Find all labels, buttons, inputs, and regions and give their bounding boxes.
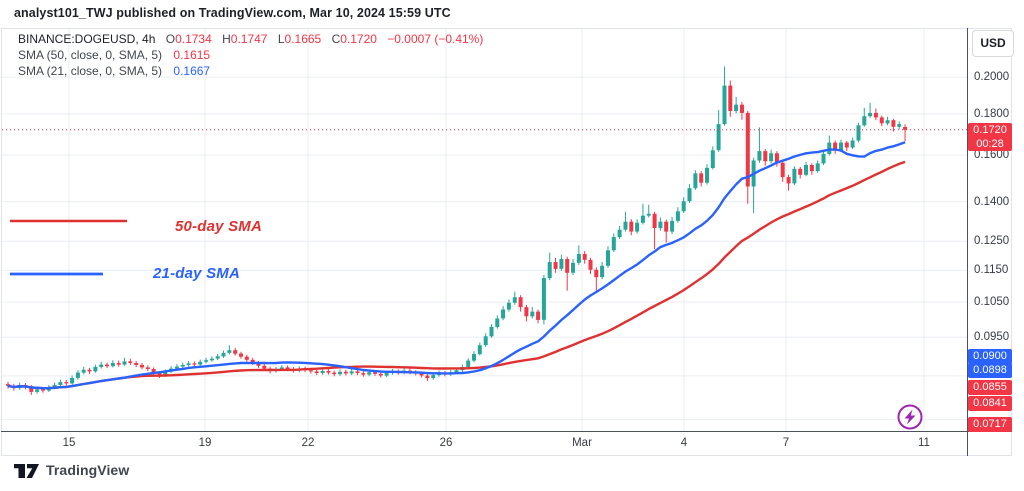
time-tick-label: 19	[198, 437, 212, 449]
sma21-annotation-label[interactable]: 21-day SMA	[153, 265, 241, 282]
price-tick-label: 0.1600	[974, 149, 1010, 161]
legend-open-label: O	[165, 32, 176, 46]
price-tick-label: 0.1050	[974, 296, 1010, 308]
price-axis-separator	[967, 28, 968, 456]
price-tick-label: 0.1250	[974, 235, 1010, 247]
time-tick-label: 26	[439, 437, 453, 449]
sma50-legend-value: 0.1615	[173, 48, 211, 62]
tradingview-logo[interactable]: TradingView	[14, 461, 129, 479]
time-tick-label: 22	[301, 437, 315, 449]
current-price-value: 0.1720	[973, 124, 1007, 136]
tradingview-logo-icon	[14, 464, 39, 478]
time-axis-separator	[1, 431, 1012, 432]
price-level-badge: 0.0855	[968, 380, 1012, 395]
time-tick-label: 11	[918, 437, 930, 449]
legend-high-label: H	[222, 32, 231, 46]
legend-sma50-row[interactable]: SMA (50, close, 0, SMA, 5) 0.1615	[18, 48, 210, 62]
bar-countdown: 00:28	[976, 138, 1004, 150]
price-tick-label: 0.1400	[974, 196, 1010, 208]
price-tick-label: 0.2000	[974, 71, 1010, 83]
legend-change-value: −0.0007 (−0.41%)	[387, 32, 484, 46]
flash-marker[interactable]	[895, 402, 925, 432]
legend-close-label: C	[331, 32, 341, 46]
time-tick-label: 4	[680, 437, 688, 449]
sma50-annotation-label[interactable]: 50-day SMA	[175, 218, 263, 235]
sma50-legend-label: SMA (50, close, 0, SMA, 5)	[18, 48, 163, 62]
chart-frame	[1, 28, 1012, 456]
price-level-badge: 0.0717	[968, 417, 1012, 432]
legend-sma21-row[interactable]: SMA (21, close, 0, SMA, 5) 0.1667	[18, 64, 210, 78]
price-tick-label: 0.1800	[974, 108, 1010, 120]
price-level-badge: 0.0900	[968, 349, 1012, 364]
currency-toggle-button[interactable]: USD	[972, 30, 1014, 57]
legend-close-value: 0.1720	[340, 32, 377, 46]
legend-symbol[interactable]: BINANCE:DOGEUSD, 4h	[18, 32, 156, 46]
legend-symbol-row[interactable]: BINANCE:DOGEUSD, 4h O0.1734 H0.1747 L0.1…	[18, 32, 483, 46]
time-tick-label: 7	[782, 437, 790, 449]
price-level-badge: 0.0841	[968, 396, 1012, 411]
legend-low-label: L	[277, 32, 285, 46]
price-tick-label: 0.1150	[974, 264, 1009, 276]
legend-open-value: 0.1734	[175, 32, 212, 46]
time-tick-label: 15	[62, 437, 76, 449]
legend-high-value: 0.1747	[230, 32, 268, 46]
flash-icon	[897, 404, 923, 430]
price-level-badge: 0.0898	[968, 363, 1012, 378]
time-tick-label: Mar	[572, 437, 592, 449]
sma21-legend-label: SMA (21, close, 0, SMA, 5)	[18, 64, 163, 78]
time-axis-pane[interactable]	[0, 431, 967, 456]
tradingview-logo-text: TradingView	[46, 462, 130, 478]
legend-low-value: 0.1665	[284, 32, 322, 46]
sma21-legend-value: 0.1667	[173, 64, 211, 78]
page-title: analyst101_TWJ published on TradingView.…	[14, 6, 451, 20]
current-price-badge: 0.1720 00:28	[968, 123, 1012, 151]
price-tick-label: 0.0950	[974, 331, 1010, 343]
